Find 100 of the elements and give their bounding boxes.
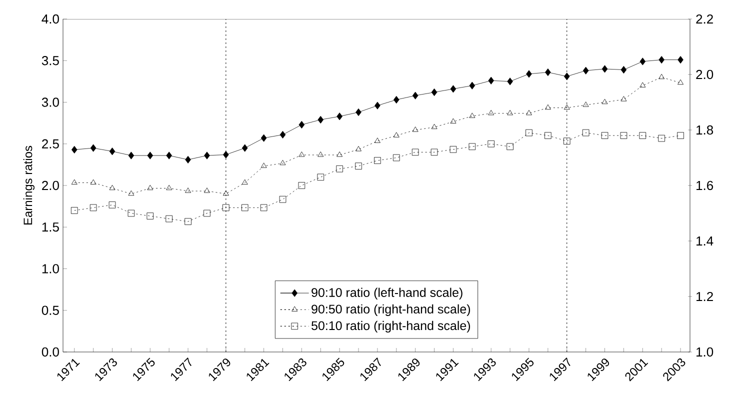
y2-tick-label: 1.4 <box>696 236 714 246</box>
point <box>469 112 476 118</box>
point <box>298 120 305 129</box>
point <box>507 78 513 86</box>
point <box>678 56 684 64</box>
point <box>431 124 438 130</box>
point <box>450 118 456 124</box>
point <box>318 152 324 157</box>
point <box>393 96 400 104</box>
point <box>678 79 684 85</box>
point <box>70 207 78 214</box>
y-axis-title: Earnings ratios <box>23 146 35 225</box>
point <box>450 85 456 93</box>
point <box>468 143 476 150</box>
y-tick-label: 0.5 <box>42 306 59 315</box>
point <box>658 134 665 142</box>
point <box>128 190 134 196</box>
point <box>71 146 78 154</box>
point <box>392 154 400 162</box>
point <box>658 74 665 80</box>
point <box>128 210 135 217</box>
y-tick-label: 1.5 <box>42 222 59 232</box>
point <box>582 102 589 107</box>
point <box>488 140 495 148</box>
point <box>298 182 306 189</box>
point <box>374 138 380 143</box>
point <box>298 152 305 157</box>
y2-tick-label: 2.2 <box>696 14 713 24</box>
point <box>318 116 324 124</box>
point <box>336 112 342 120</box>
point <box>242 144 248 152</box>
point <box>166 215 172 222</box>
point <box>506 143 514 150</box>
legend-label: 90:10 ratio (left-hand scale) <box>312 288 462 300</box>
point <box>374 157 381 164</box>
legend-label: 50:10 ratio (right-hand scale) <box>312 320 470 333</box>
point <box>545 68 551 76</box>
point <box>185 156 191 164</box>
point <box>71 179 78 185</box>
point <box>601 132 608 139</box>
point <box>204 210 210 217</box>
point <box>204 152 210 160</box>
y-tick-label: 4.0 <box>42 14 59 24</box>
point <box>544 132 552 139</box>
point <box>356 108 362 116</box>
point <box>109 184 116 190</box>
point <box>620 96 627 102</box>
point <box>412 148 419 156</box>
point <box>241 204 248 212</box>
y-tick-label: 2.0 <box>42 180 59 190</box>
point <box>222 190 229 196</box>
point <box>90 179 96 185</box>
point <box>260 134 267 142</box>
point <box>658 56 664 64</box>
point <box>412 92 418 100</box>
y-tick-label: 3.5 <box>42 56 59 66</box>
point <box>336 152 343 157</box>
point <box>582 129 590 136</box>
point <box>90 204 97 212</box>
y-tick-label: 1.0 <box>42 264 59 274</box>
point <box>336 165 343 172</box>
point <box>223 150 229 158</box>
point <box>166 184 172 190</box>
point <box>564 104 570 110</box>
point <box>469 82 476 90</box>
point <box>146 212 154 220</box>
y2-tick-label: 1.8 <box>696 125 714 135</box>
point <box>677 132 684 139</box>
point <box>317 174 324 181</box>
y-tick-label: 3.0 <box>42 98 59 107</box>
y2-tick-label: 1.6 <box>696 180 714 190</box>
y-tick-label: 2.5 <box>42 139 59 148</box>
point <box>620 66 627 74</box>
point <box>412 126 418 132</box>
point <box>147 152 154 160</box>
point <box>108 202 116 208</box>
point <box>563 138 570 144</box>
point <box>242 179 248 185</box>
point <box>260 162 267 168</box>
point <box>109 148 116 156</box>
point <box>602 98 608 104</box>
point <box>90 144 96 152</box>
point <box>544 104 551 110</box>
point <box>620 132 628 139</box>
point <box>147 184 154 190</box>
y2-tick-label: 1.2 <box>696 292 713 302</box>
point <box>526 129 532 136</box>
point <box>564 72 570 80</box>
y-tick-label: 0.0 <box>42 347 59 357</box>
point <box>602 65 608 73</box>
point <box>166 152 172 160</box>
point <box>374 102 380 110</box>
point <box>639 132 646 139</box>
point <box>430 148 438 156</box>
point <box>393 132 400 138</box>
legend-label: 90:50 ratio (right-hand scale) <box>312 304 470 316</box>
point <box>280 130 286 139</box>
point <box>507 110 514 116</box>
point <box>128 152 134 160</box>
point <box>184 218 192 225</box>
